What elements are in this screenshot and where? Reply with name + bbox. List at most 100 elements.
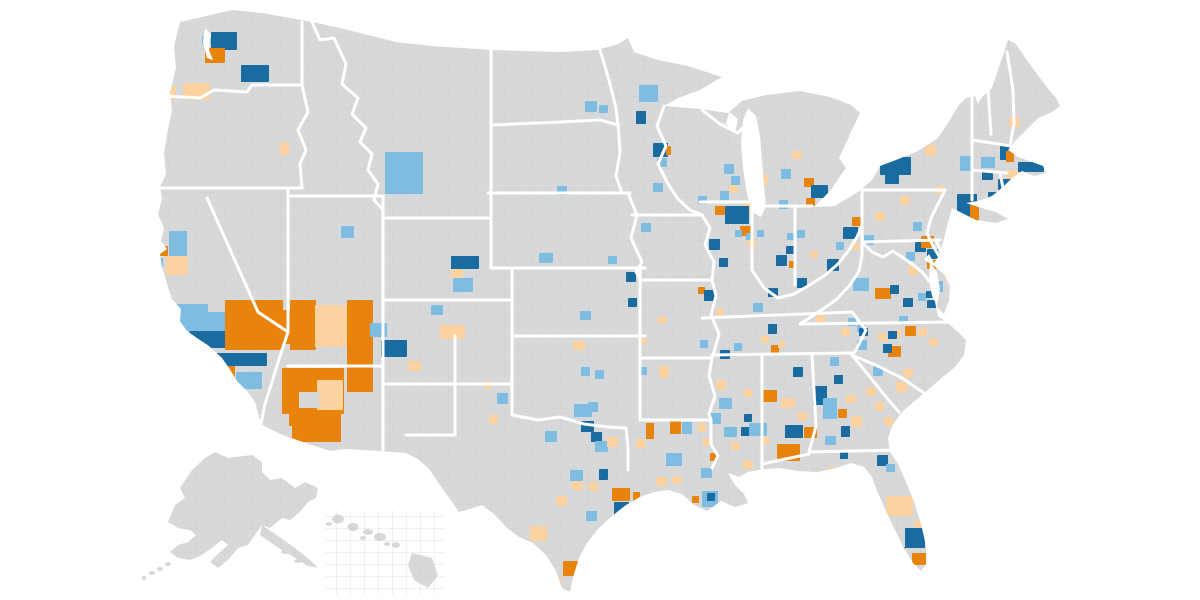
county-shape-lb[interactable]: [781, 169, 791, 179]
county-shape-lb[interactable]: [385, 152, 423, 194]
county-shape-lo[interactable]: [556, 496, 567, 506]
county-shape-lo[interactable]: [166, 256, 188, 275]
county-shape-o[interactable]: [887, 547, 905, 561]
county-shape-db[interactable]: [591, 432, 602, 442]
county-shape-lb[interactable]: [882, 532, 895, 542]
county-shape-lo[interactable]: [851, 416, 862, 427]
county-shape-lb[interactable]: [836, 242, 844, 250]
county-shape-lb[interactable]: [639, 85, 658, 102]
county-shape-o[interactable]: [970, 202, 979, 222]
county-shape-lb[interactable]: [497, 393, 508, 404]
county-shape-lo[interactable]: [1006, 170, 1018, 179]
county-shape-lo[interactable]: [698, 423, 706, 432]
county-shape-o[interactable]: [692, 496, 699, 503]
county-shape-db[interactable]: [626, 272, 636, 282]
county-shape-lb[interactable]: [700, 340, 708, 348]
county-shape-db[interactable]: [982, 171, 993, 180]
county-shape-db[interactable]: [827, 259, 839, 271]
county-shape-lo[interactable]: [636, 439, 645, 448]
county-shape-db[interactable]: [776, 255, 787, 266]
county-shape-lo[interactable]: [875, 402, 884, 411]
county-shape-db[interactable]: [946, 231, 959, 257]
county-shape-db[interactable]: [451, 256, 479, 269]
county-shape-db[interactable]: [905, 528, 925, 548]
county-shape-lb[interactable]: [641, 223, 651, 232]
county-shape-o[interactable]: [205, 48, 225, 63]
county-shape-db[interactable]: [614, 502, 629, 515]
county-shape-lb[interactable]: [653, 183, 663, 192]
county-shape-lb[interactable]: [830, 357, 839, 366]
county-shape-lo[interactable]: [716, 380, 726, 390]
county-shape-lb[interactable]: [724, 427, 737, 437]
county-shape-db[interactable]: [877, 455, 888, 466]
county-shape-db[interactable]: [988, 192, 1000, 202]
county-shape-lb[interactable]: [236, 372, 262, 389]
county-shape-db[interactable]: [704, 290, 716, 301]
county-shape-lb[interactable]: [539, 253, 553, 263]
county-shape-lb[interactable]: [431, 305, 443, 315]
county-shape-lo[interactable]: [658, 316, 666, 324]
county-shape-lo[interactable]: [999, 200, 1009, 208]
county-shape-o[interactable]: [852, 217, 862, 226]
county-shape-lo[interactable]: [607, 437, 618, 447]
county-shape-lo[interactable]: [451, 269, 463, 278]
county-shape-lo[interactable]: [918, 328, 927, 336]
county-shape-lb[interactable]: [595, 441, 608, 452]
county-shape-lb[interactable]: [876, 520, 891, 532]
county-shape-lb[interactable]: [154, 258, 163, 267]
county-shape-db[interactable]: [786, 246, 795, 254]
county-shape-lb[interactable]: [731, 176, 740, 185]
county-shape-lb[interactable]: [853, 278, 869, 291]
county-shape-db[interactable]: [707, 493, 715, 501]
county-shape-db[interactable]: [381, 340, 407, 357]
county-shape-db[interactable]: [636, 111, 646, 124]
county-shape-lb[interactable]: [599, 105, 608, 113]
county-shape-lo[interactable]: [945, 259, 954, 267]
county-shape-lo[interactable]: [875, 212, 885, 221]
county-shape-lb[interactable]: [787, 233, 794, 240]
county-shape-lo[interactable]: [929, 338, 938, 346]
county-shape-o[interactable]: [715, 206, 725, 215]
county-shape-lo[interactable]: [874, 537, 884, 546]
county-shape-db[interactable]: [834, 375, 843, 384]
county-shape-bg[interactable]: [276, 426, 292, 438]
county-shape-lb[interactable]: [176, 304, 208, 331]
county-shape-lo[interactable]: [866, 387, 876, 396]
county-shape-lb[interactable]: [906, 252, 915, 261]
county-shape-lo[interactable]: [716, 308, 724, 316]
county-shape-lb[interactable]: [710, 413, 721, 424]
county-shape-lb[interactable]: [757, 230, 764, 237]
county-shape-lo[interactable]: [729, 185, 738, 193]
county-shape-db[interactable]: [927, 300, 937, 308]
county-shape-lb[interactable]: [701, 468, 712, 478]
county-shape-lb[interactable]: [918, 293, 926, 301]
county-shape-lb[interactable]: [825, 436, 836, 445]
county-shape-o[interactable]: [154, 246, 168, 256]
county-shape-lb[interactable]: [570, 470, 583, 481]
county-shape-db[interactable]: [926, 291, 933, 298]
county-shape-db[interactable]: [215, 353, 267, 366]
county-shape-db[interactable]: [797, 278, 807, 288]
county-shape-lb[interactable]: [341, 226, 354, 238]
county-shape-lo[interactable]: [810, 251, 818, 258]
county-shape-db[interactable]: [785, 425, 803, 438]
county-shape-lo[interactable]: [886, 496, 913, 516]
county-shape-o[interactable]: [806, 198, 815, 206]
county-shape-o[interactable]: [869, 511, 876, 528]
county-shape-lo[interactable]: [827, 467, 837, 476]
county-shape-lb[interactable]: [595, 370, 604, 379]
county-shape-lo[interactable]: [878, 333, 887, 341]
county-shape-o[interactable]: [771, 345, 779, 353]
county-shape-db[interactable]: [241, 65, 269, 82]
county-shape-lo[interactable]: [744, 389, 752, 397]
county-shape-lb[interactable]: [574, 404, 592, 417]
county-shape-lo[interactable]: [440, 325, 465, 339]
county-shape-db[interactable]: [890, 285, 899, 294]
county-shape-o[interactable]: [762, 390, 777, 402]
county-shape-db[interactable]: [709, 239, 720, 250]
county-shape-lo[interactable]: [781, 398, 795, 408]
county-shape-o[interactable]: [563, 561, 578, 576]
county-shape-o[interactable]: [670, 421, 681, 434]
county-shape-lb[interactable]: [580, 311, 591, 320]
county-shape-lb[interactable]: [545, 431, 557, 442]
